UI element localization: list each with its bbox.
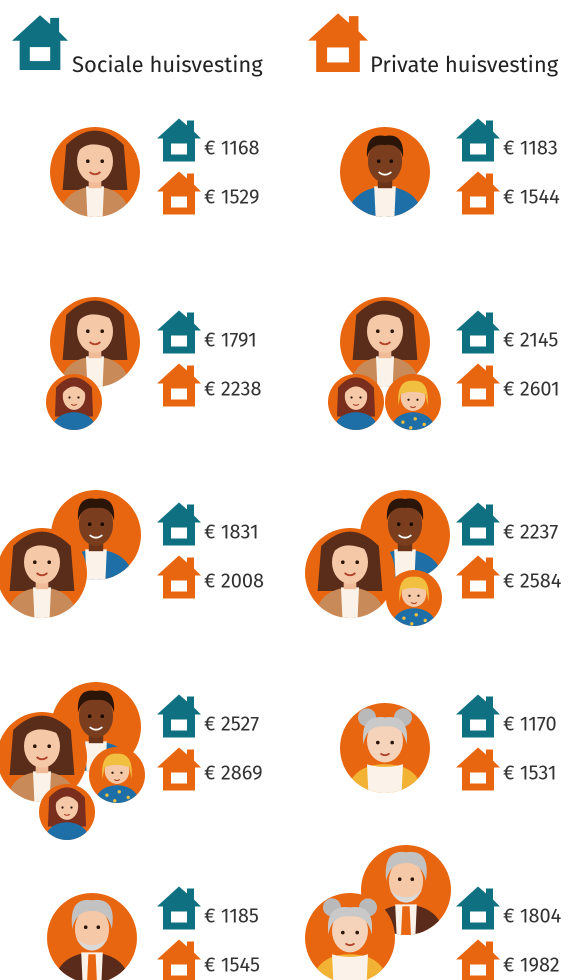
price-private: € 2584 <box>503 569 562 593</box>
house-icon-private <box>456 363 500 407</box>
legend-icon-social <box>12 15 68 70</box>
avatars <box>0 127 451 980</box>
price-private: € 2008 <box>204 569 264 593</box>
house-icon-private <box>456 555 500 599</box>
avatar <box>47 893 137 980</box>
house-icon-social <box>456 502 500 546</box>
avatar <box>340 127 430 226</box>
house-icon-social <box>456 886 500 930</box>
house-icon-private <box>157 939 201 980</box>
house-icon-social <box>157 886 201 930</box>
house-icon-social <box>157 502 201 546</box>
avatar <box>39 784 95 846</box>
price-private: € 1982 <box>503 953 560 977</box>
house-icon-private <box>456 747 500 791</box>
house-icon-social <box>456 118 500 162</box>
house-icon-social <box>456 310 500 354</box>
house-icon-private <box>157 555 201 599</box>
legend-label: Sociale huisvesting <box>72 51 263 78</box>
price-social: € 2237 <box>503 520 558 544</box>
avatar <box>340 703 430 802</box>
legend-label: Private huisvesting <box>370 51 559 78</box>
price-private: € 1531 <box>503 761 557 785</box>
price-private: € 1544 <box>503 185 560 209</box>
house-icon-social <box>157 310 201 354</box>
price-private: € 2869 <box>204 761 263 785</box>
price-social: € 1168 <box>204 136 260 160</box>
house-icon-social <box>157 694 201 738</box>
price-social: € 2527 <box>204 712 259 736</box>
price-private: € 1545 <box>204 953 260 977</box>
price-private: € 2601 <box>503 377 560 401</box>
price-social: € 1170 <box>503 712 557 736</box>
house-icon-private <box>456 939 500 980</box>
house-icon-social <box>157 118 201 162</box>
house-icon-private <box>456 171 500 215</box>
avatar <box>0 528 87 627</box>
legend-icon-private <box>308 13 368 72</box>
price-social: € 1791 <box>204 328 257 352</box>
house-icon-social <box>456 694 500 738</box>
price-social: € 1185 <box>204 904 259 928</box>
avatar <box>328 374 384 436</box>
price-social: € 1183 <box>503 136 558 160</box>
price-social: € 2145 <box>503 328 558 352</box>
avatar <box>386 570 442 632</box>
price-private: € 1529 <box>204 185 259 209</box>
price-private: € 2238 <box>204 377 262 401</box>
avatar <box>46 374 102 436</box>
house-icon-private <box>157 747 201 791</box>
price-social: € 1804 <box>503 904 562 928</box>
avatar <box>305 893 395 980</box>
avatar <box>385 374 441 436</box>
house-icon-private <box>157 171 201 215</box>
avatar <box>89 747 145 809</box>
house-icon-private <box>157 363 201 407</box>
price-social: € 1831 <box>204 520 259 544</box>
prices: € 1168 € 1529 € 1183 € 1544 € 1791 € 2238 € 21… <box>157 118 562 980</box>
avatar <box>305 528 395 627</box>
avatar <box>50 127 140 226</box>
